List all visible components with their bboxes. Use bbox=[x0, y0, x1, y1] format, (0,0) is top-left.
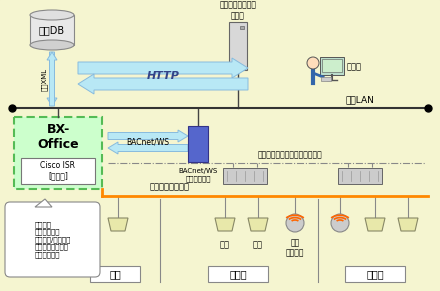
Bar bbox=[223, 168, 267, 184]
Polygon shape bbox=[35, 199, 52, 207]
Polygon shape bbox=[78, 74, 248, 94]
Polygon shape bbox=[108, 218, 128, 231]
Text: HTTP: HTTP bbox=[147, 71, 180, 81]
Bar bbox=[30, 15, 74, 45]
Text: 照明制御
消し忘れ防止
ログ管理/見える化
スケジュール連携
空調制御連携: 照明制御 消し忘れ防止 ログ管理/見える化 スケジュール連携 空調制御連携 bbox=[34, 221, 71, 258]
Polygon shape bbox=[78, 58, 248, 78]
Circle shape bbox=[307, 57, 319, 69]
Text: BACnet/WS
ゲートウェイ: BACnet/WS ゲートウェイ bbox=[178, 168, 218, 182]
Circle shape bbox=[331, 214, 349, 232]
Polygon shape bbox=[215, 218, 235, 231]
Polygon shape bbox=[47, 52, 57, 106]
Text: スケジュール管理
サーバ: スケジュール管理 サーバ bbox=[220, 1, 257, 20]
Text: Cisco ISR
[ルータ]: Cisco ISR [ルータ] bbox=[40, 161, 76, 181]
Text: 照明: 照明 bbox=[253, 240, 263, 249]
FancyBboxPatch shape bbox=[5, 202, 100, 277]
FancyBboxPatch shape bbox=[21, 158, 95, 184]
Bar bbox=[208, 266, 268, 282]
FancyBboxPatch shape bbox=[14, 117, 102, 189]
Polygon shape bbox=[47, 52, 57, 106]
Polygon shape bbox=[108, 130, 188, 142]
Bar bbox=[320, 57, 344, 75]
Polygon shape bbox=[365, 218, 385, 231]
Text: 講義室: 講義室 bbox=[229, 269, 247, 279]
Text: 共通XML: 共通XML bbox=[40, 68, 48, 91]
Text: 人感
センサー: 人感 センサー bbox=[286, 238, 304, 258]
Text: BACnet/WS: BACnet/WS bbox=[127, 138, 169, 146]
Text: 会議室: 会議室 bbox=[366, 269, 384, 279]
Text: 共通DB: 共通DB bbox=[39, 25, 65, 35]
Text: BX-
Office: BX- Office bbox=[37, 123, 79, 151]
Ellipse shape bbox=[30, 10, 74, 20]
Polygon shape bbox=[398, 218, 418, 231]
Bar bbox=[321, 77, 331, 81]
Circle shape bbox=[286, 214, 304, 232]
Bar bbox=[322, 59, 342, 72]
Bar bbox=[240, 26, 244, 29]
Polygon shape bbox=[108, 142, 188, 154]
Text: 照明制御システム: 照明制御システム bbox=[150, 182, 190, 191]
Text: 照明: 照明 bbox=[220, 240, 230, 249]
Text: 教援室: 教援室 bbox=[347, 63, 362, 72]
Text: 空調設備（ビルマルチ室内機）: 空調設備（ビルマルチ室内機） bbox=[258, 150, 323, 159]
Polygon shape bbox=[248, 218, 268, 231]
Bar bbox=[338, 168, 382, 184]
Bar bbox=[188, 126, 208, 162]
Text: 構内LAN: 構内LAN bbox=[345, 95, 374, 104]
Text: 廊下: 廊下 bbox=[109, 269, 121, 279]
Bar bbox=[229, 22, 247, 70]
Ellipse shape bbox=[30, 40, 74, 50]
Bar bbox=[90, 266, 140, 282]
Bar bbox=[345, 266, 405, 282]
